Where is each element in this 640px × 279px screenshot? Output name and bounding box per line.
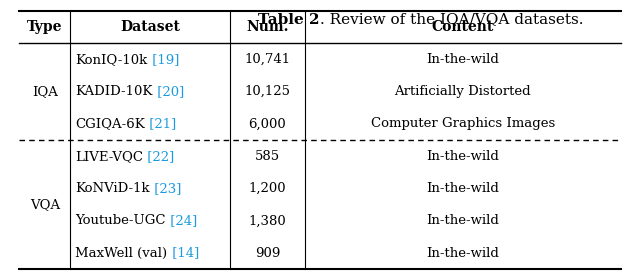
Text: [19]: [19] [148, 53, 179, 66]
Text: [24]: [24] [166, 214, 197, 227]
Text: 585: 585 [255, 150, 280, 163]
Text: Youtube-UGC: Youtube-UGC [76, 214, 166, 227]
Text: Num.: Num. [246, 20, 289, 34]
Text: [21]: [21] [145, 117, 177, 131]
Text: . Review of the IQA/VQA datasets.: . Review of the IQA/VQA datasets. [320, 13, 584, 27]
Text: In-the-wild: In-the-wild [426, 182, 499, 195]
Text: CGIQA-6K: CGIQA-6K [76, 117, 145, 131]
Text: In-the-wild: In-the-wild [426, 214, 499, 227]
Text: MaxWell (val): MaxWell (val) [76, 247, 168, 259]
Text: [23]: [23] [150, 182, 182, 195]
Text: Artificially Distorted: Artificially Distorted [395, 85, 531, 98]
Text: 1,200: 1,200 [248, 182, 286, 195]
Text: 1,380: 1,380 [248, 214, 286, 227]
Text: [22]: [22] [143, 150, 175, 163]
Text: IQA: IQA [32, 85, 58, 98]
Text: 10,125: 10,125 [244, 85, 291, 98]
Text: LIVE-VQC: LIVE-VQC [76, 150, 143, 163]
Text: [20]: [20] [153, 85, 184, 98]
Text: 6,000: 6,000 [248, 117, 286, 131]
Text: Content: Content [432, 20, 494, 34]
Text: In-the-wild: In-the-wild [426, 247, 499, 259]
Text: Dataset: Dataset [120, 20, 180, 34]
Text: VQA: VQA [29, 198, 60, 211]
Text: KADID-10K: KADID-10K [76, 85, 153, 98]
Text: Table 2: Table 2 [259, 13, 320, 27]
Text: 909: 909 [255, 247, 280, 259]
Text: Computer Graphics Images: Computer Graphics Images [371, 117, 555, 131]
Text: [14]: [14] [168, 247, 199, 259]
Text: Type: Type [27, 20, 63, 34]
Text: KonIQ-10k: KonIQ-10k [76, 53, 148, 66]
Text: In-the-wild: In-the-wild [426, 150, 499, 163]
Text: KoNViD-1k: KoNViD-1k [76, 182, 150, 195]
Text: 10,741: 10,741 [244, 53, 291, 66]
Text: In-the-wild: In-the-wild [426, 53, 499, 66]
